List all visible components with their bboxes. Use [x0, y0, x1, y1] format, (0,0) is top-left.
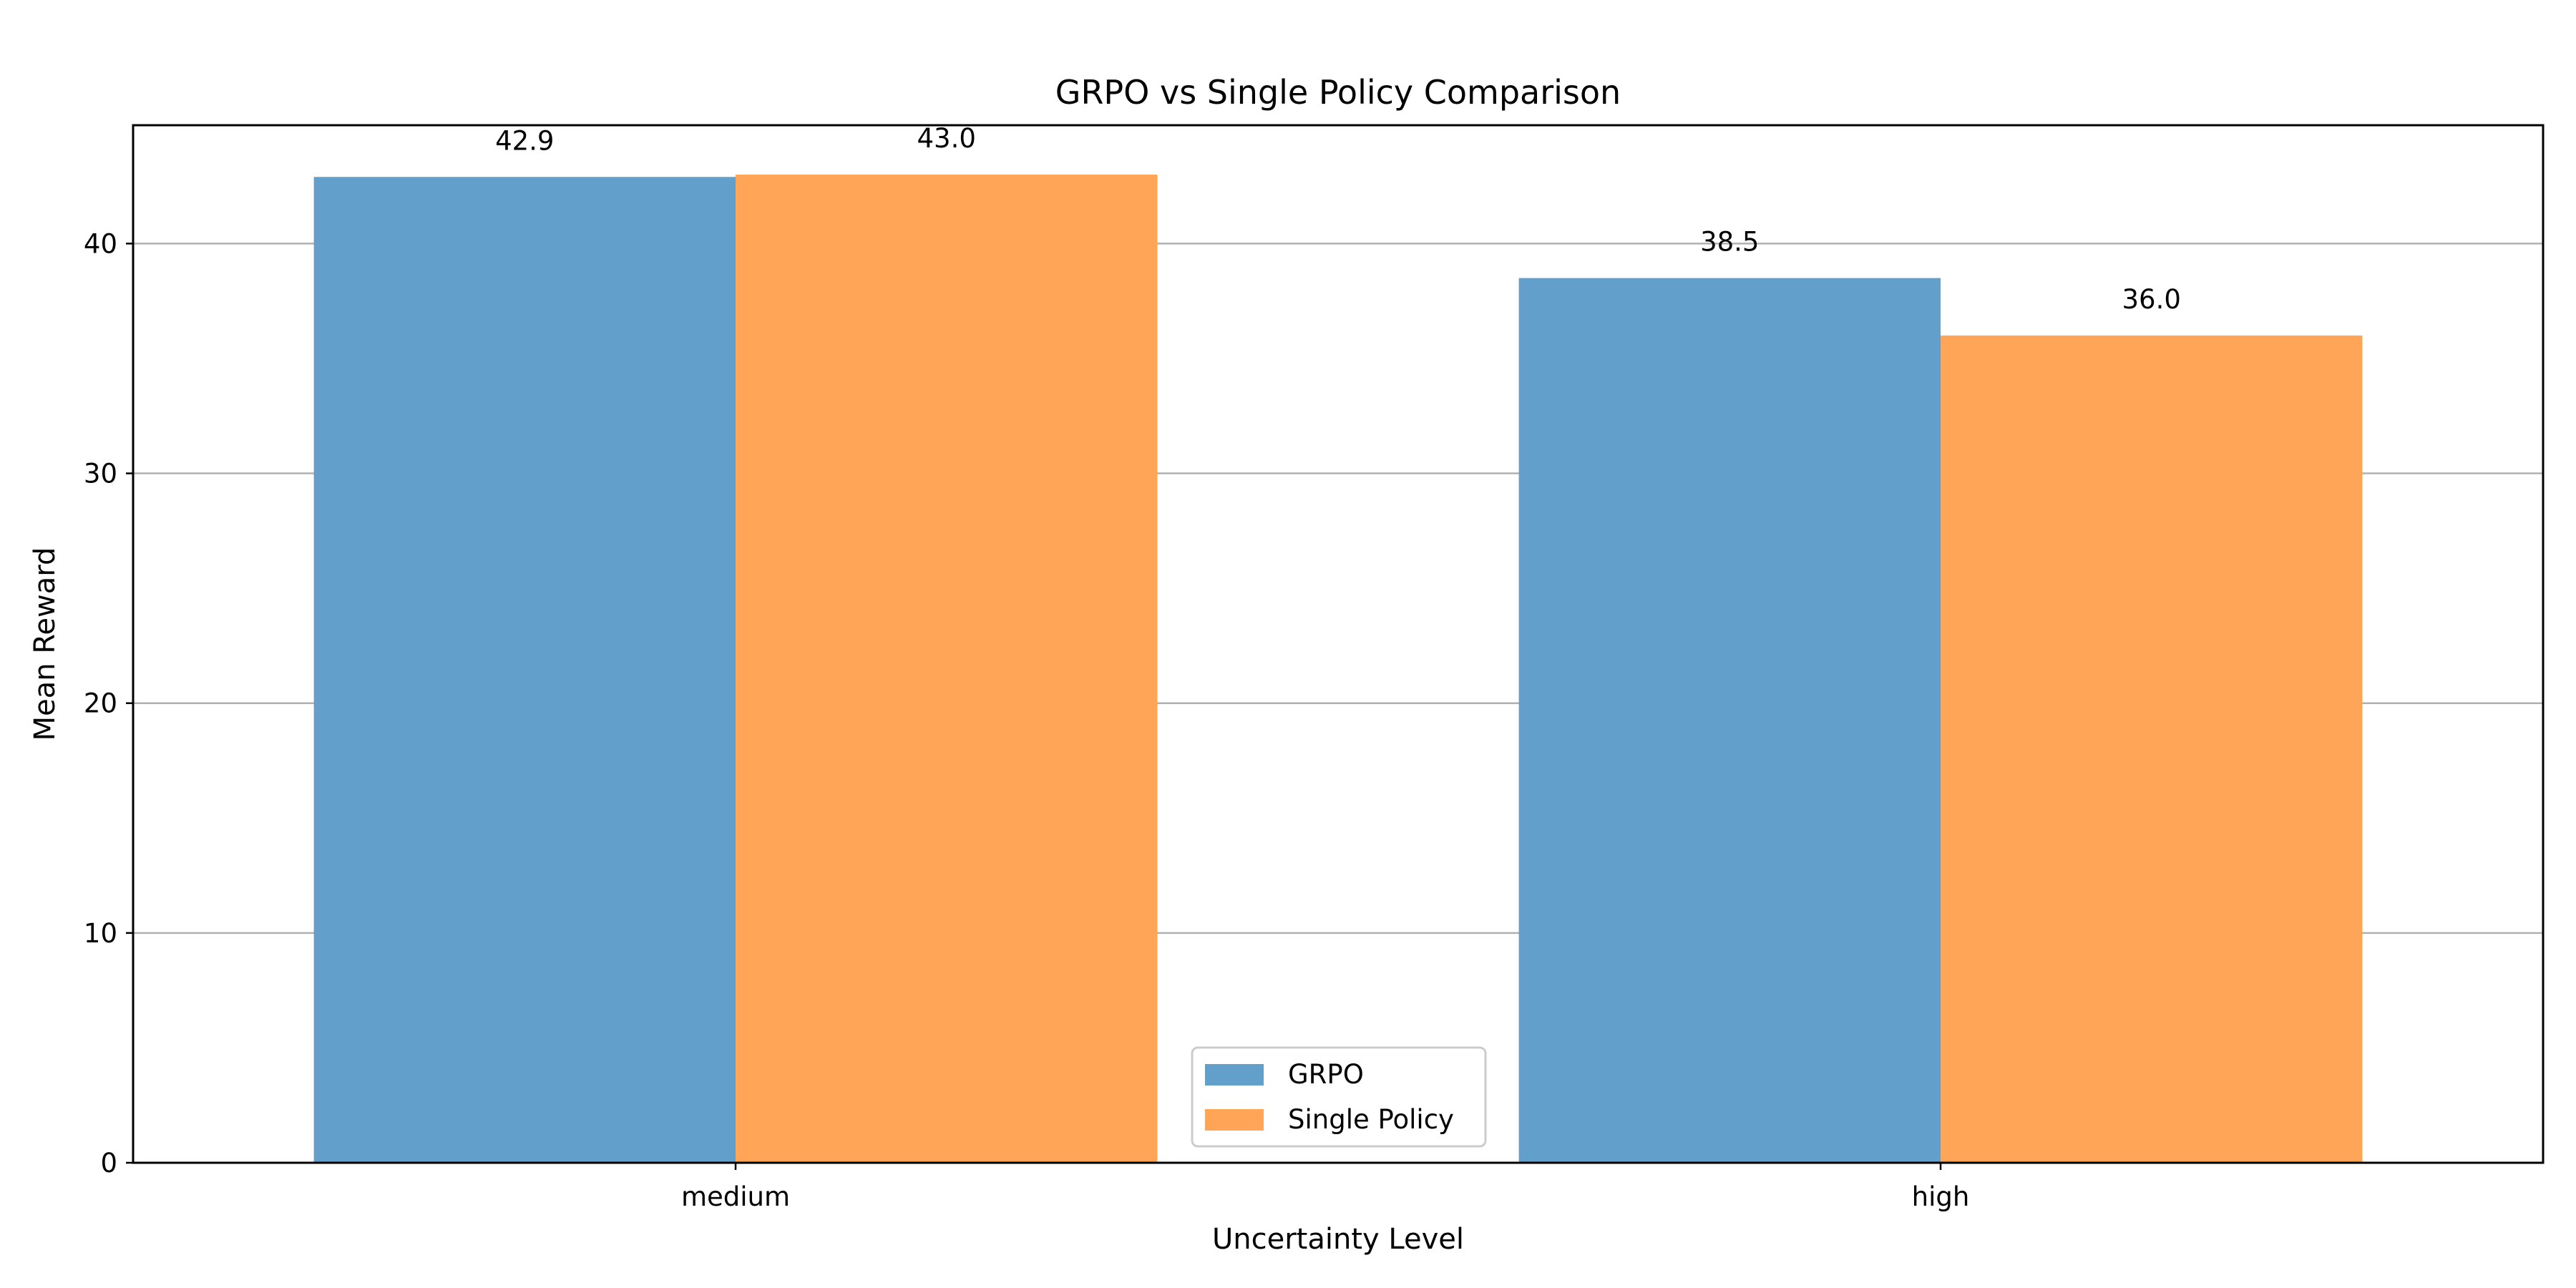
bar-grpo-high [1518, 278, 1941, 1163]
y-tick-label: 10 [84, 918, 117, 949]
y-tick-label: 20 [84, 688, 117, 719]
y-tick-label: 0 [100, 1148, 117, 1179]
value-label-grpo-high: 38.5 [1700, 227, 1759, 258]
bar-grpo-medium [313, 177, 736, 1163]
legend-label-grpo: GRPO [1288, 1059, 1364, 1090]
value-label-grpo-medium: 42.9 [495, 125, 554, 156]
y-axis-ticks: 0 10 20 30 40 [84, 228, 133, 1179]
legend: GRPO Single Policy [1191, 1046, 1487, 1148]
y-tick-label: 40 [84, 228, 117, 259]
value-label-single-policy-medium: 43.0 [917, 123, 976, 154]
y-axis-label: Mean Reward [29, 547, 62, 741]
x-axis-ticks: medium high [681, 1163, 1969, 1212]
x-axis-label: Uncertainty Level [1212, 1223, 1464, 1256]
plot-frame [132, 124, 2545, 1164]
value-label-single-policy-high: 36.0 [2122, 284, 2181, 315]
value-labels: 42.9 38.5 43.0 36.0 [495, 123, 2181, 315]
bar-single-policy-high [1941, 335, 2363, 1163]
bars [313, 175, 2363, 1163]
bar-single-policy-medium [736, 175, 1158, 1163]
y-tick-label: 30 [84, 459, 117, 489]
chart-title: GRPO vs Single Policy Comparison [1055, 73, 1621, 112]
legend-swatch-grpo [1205, 1064, 1264, 1085]
x-tick-label-high: high [1912, 1181, 1970, 1212]
legend-swatch-single-policy [1205, 1109, 1264, 1131]
x-tick-label-medium: medium [681, 1181, 790, 1212]
legend-box [1191, 1046, 1487, 1148]
legend-label-single-policy: Single Policy [1288, 1104, 1454, 1135]
